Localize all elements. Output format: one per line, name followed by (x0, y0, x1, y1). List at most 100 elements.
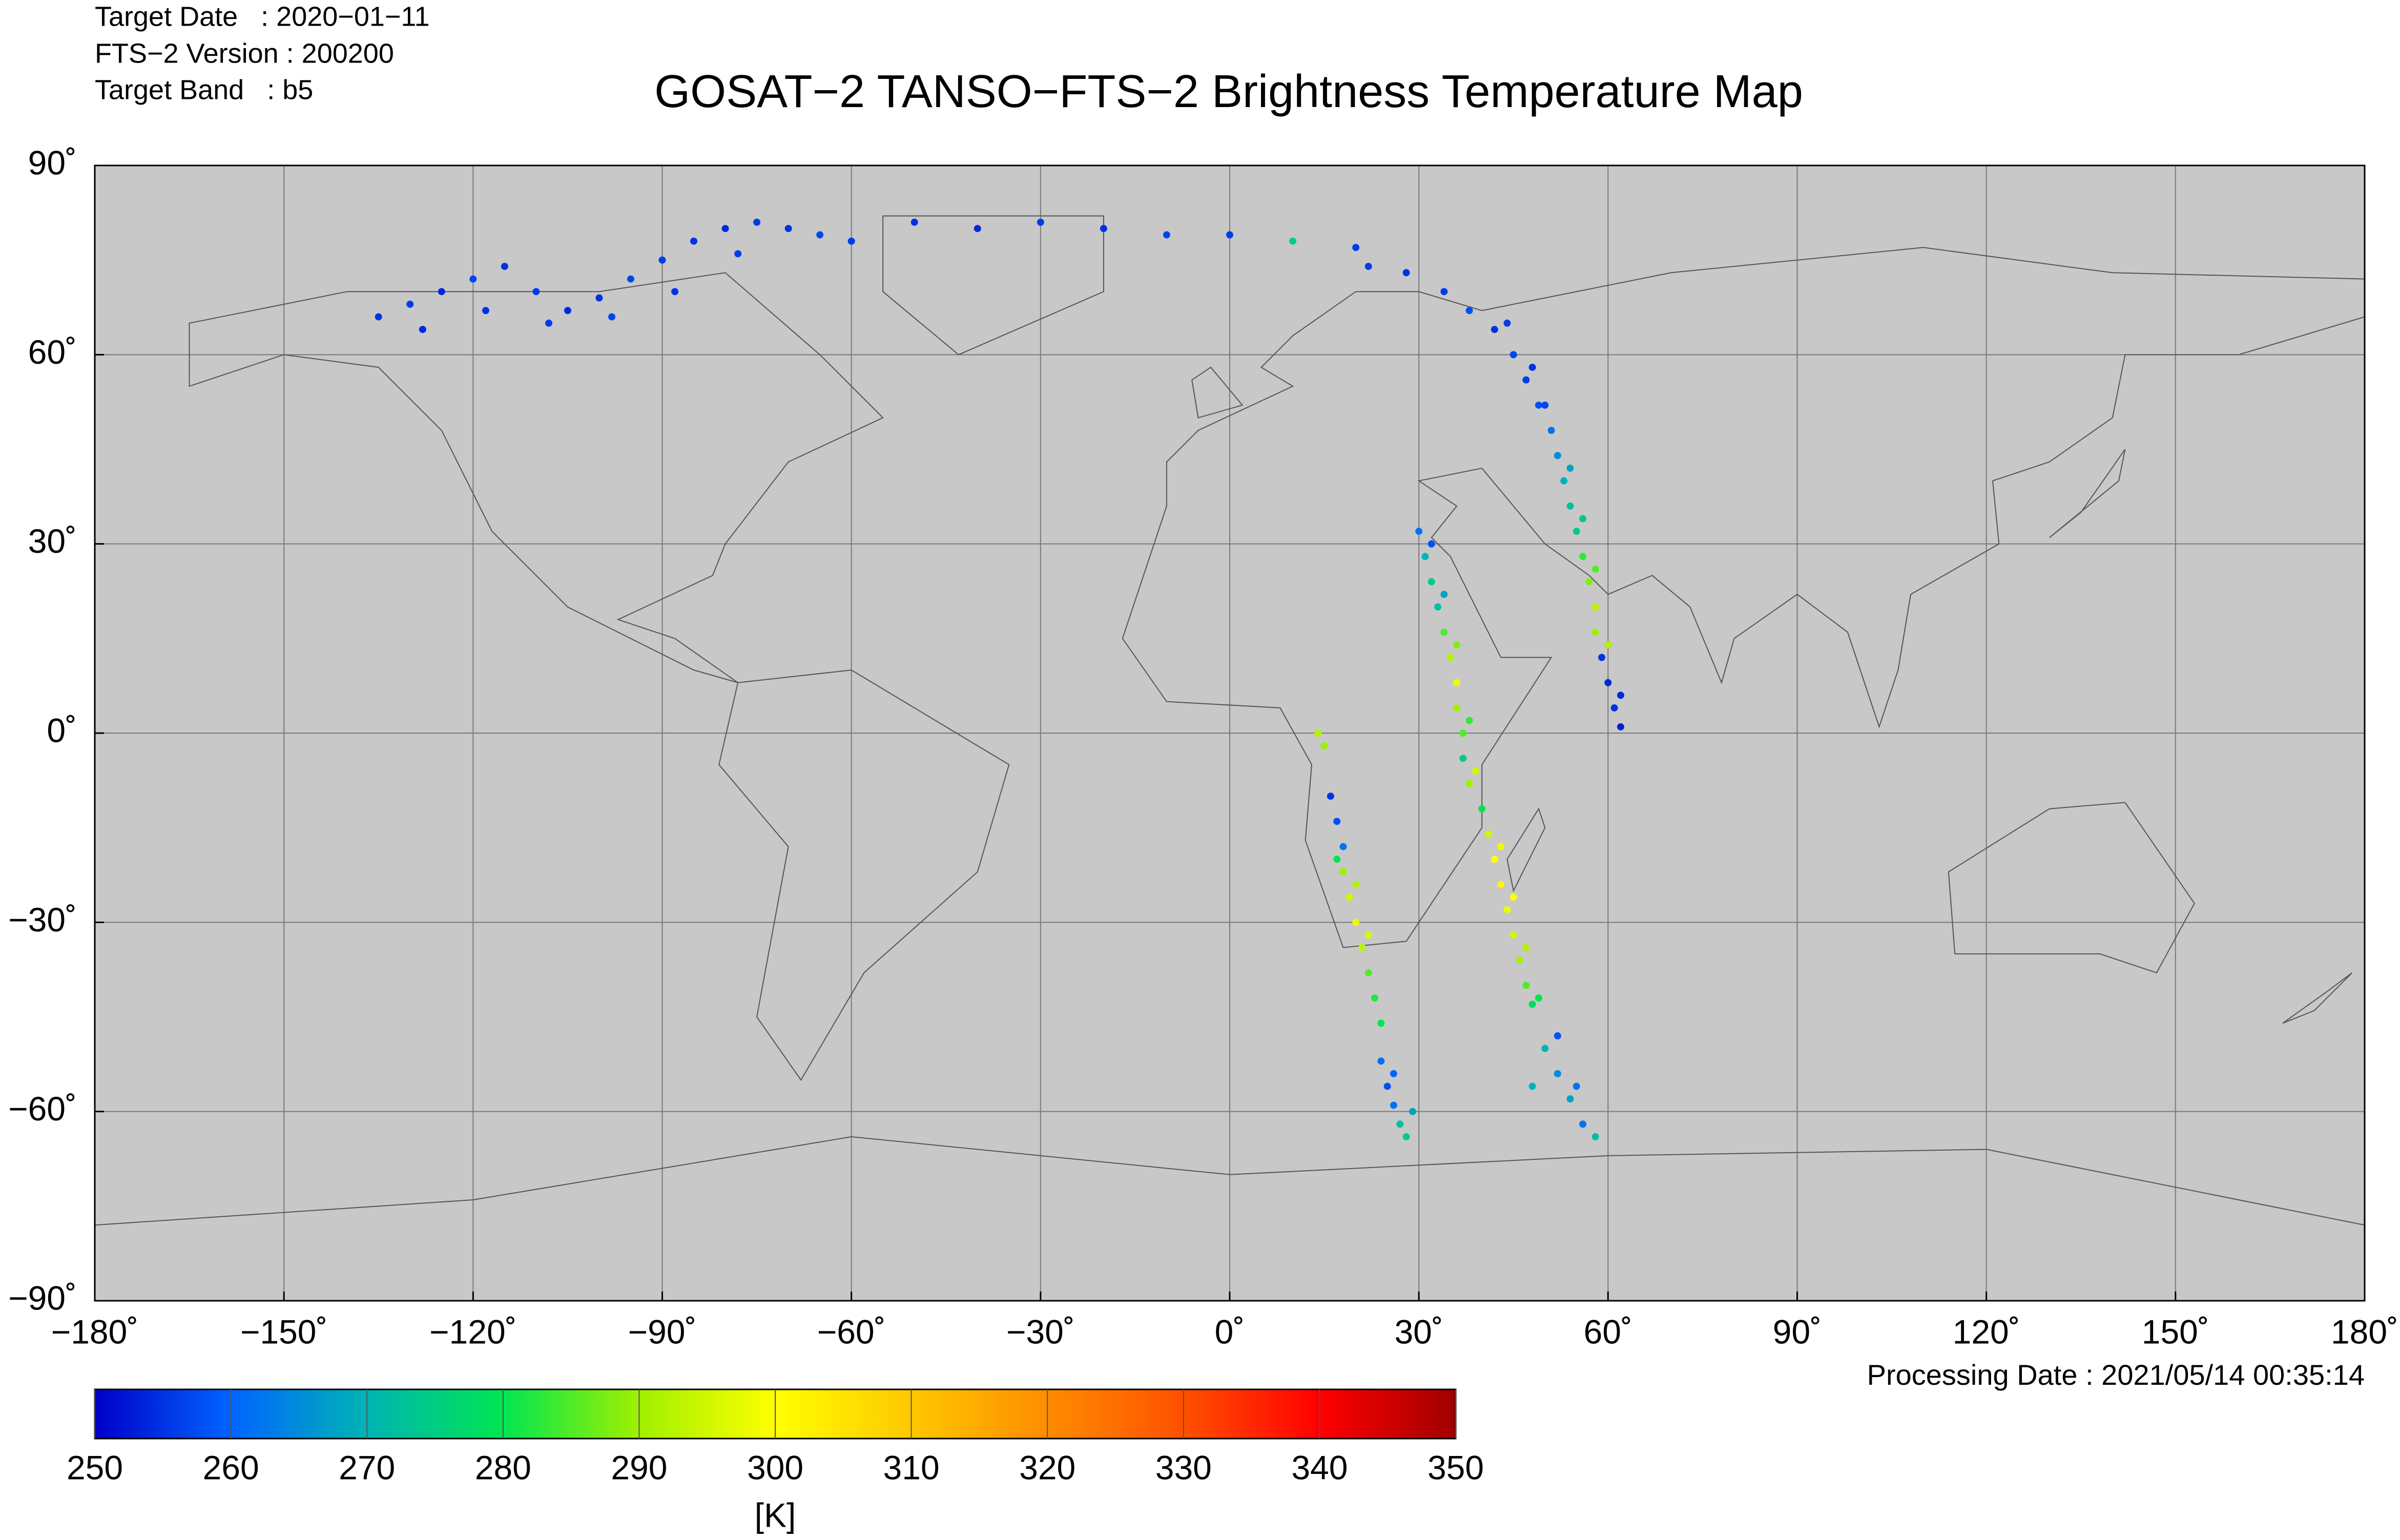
observation-point (501, 262, 508, 270)
observation-point (1503, 319, 1511, 327)
observation-point (1440, 591, 1448, 598)
coastline (95, 1137, 2365, 1225)
observation-point (532, 288, 540, 296)
chart-title: GOSAT−2 TANSO−FTS−2 Brightness Temperatu… (654, 66, 1803, 117)
observation-point (1421, 553, 1429, 560)
observation-point (1327, 793, 1334, 800)
observations (375, 218, 1624, 1140)
observation-point (1377, 1057, 1385, 1065)
observation-point (1541, 401, 1549, 409)
observation-point (564, 307, 571, 315)
colorbar-tick-label: 310 (883, 1448, 940, 1486)
observation-point (1509, 931, 1517, 939)
observation-point (1560, 477, 1568, 485)
observation-point (1364, 262, 1372, 270)
y-tick-label: −60˚ (8, 1090, 77, 1128)
observation-point (1528, 1083, 1536, 1090)
observation-point (1383, 1083, 1391, 1090)
info-line: Target Date : 2020−01−11 (95, 1, 429, 32)
x-tick-label: 180˚ (2331, 1313, 2398, 1350)
observation-point (1491, 856, 1498, 863)
x-tick-label: −150˚ (240, 1313, 328, 1350)
y-tick-label: −30˚ (8, 901, 77, 939)
observation-point (1566, 502, 1574, 510)
observation-point (1522, 944, 1530, 951)
coastline (1123, 247, 2365, 948)
observation-point (1478, 805, 1486, 813)
observation-point (1491, 326, 1498, 334)
observation-point (1528, 1001, 1536, 1008)
y-tick-label: −90˚ (8, 1279, 77, 1317)
observation-point (1402, 1133, 1410, 1140)
observation-point (1554, 1070, 1561, 1077)
observation-point (1503, 906, 1511, 913)
observation-point (627, 275, 634, 283)
observation-point (1390, 1101, 1397, 1109)
observation-point (1516, 956, 1524, 964)
observation-point (1427, 578, 1435, 586)
x-tick-label: 90˚ (1773, 1313, 1822, 1350)
observation-point (419, 326, 426, 334)
y-tick-label: 30˚ (28, 522, 77, 560)
observation-point (1364, 969, 1372, 976)
observation-point (1333, 818, 1341, 825)
coastlines (95, 216, 2365, 1225)
observation-point (1440, 288, 1448, 296)
observation-point (1617, 692, 1624, 699)
observation-point (734, 250, 742, 258)
x-tick-label: 120˚ (1953, 1313, 2020, 1350)
observation-point (595, 294, 603, 302)
observation-point (1566, 464, 1574, 472)
observation-point (1509, 351, 1517, 359)
coastline (190, 273, 883, 682)
observation-point (1566, 1095, 1574, 1103)
observation-point (1226, 231, 1233, 239)
observation-point (1472, 767, 1479, 775)
observation-point (721, 225, 729, 233)
coastline (883, 216, 1104, 355)
observation-point (1409, 1108, 1416, 1115)
colorbar-ticks: 250 260 270 280 290 300 310 320 330 340 350 (67, 1389, 1484, 1486)
observation-point (1339, 868, 1347, 876)
observation-point (1459, 730, 1467, 737)
colorbar-label: [K] (755, 1496, 796, 1534)
observation-point (1163, 231, 1170, 239)
coastline (719, 670, 1009, 1080)
x-tick-label: −180˚ (51, 1313, 139, 1350)
y-tick-label: 60˚ (28, 333, 77, 371)
observation-point (1364, 931, 1372, 939)
observation-point (1434, 603, 1442, 611)
observation-point (1617, 723, 1624, 731)
observation-point (1453, 641, 1460, 649)
observation-point (1591, 629, 1599, 636)
observation-point (1371, 994, 1379, 1002)
info-line: FTS−2 Version : 200200 (95, 38, 394, 69)
observation-point (1333, 856, 1341, 863)
x-tick-label: −60˚ (817, 1313, 886, 1350)
colorbar-tick-label: 270 (339, 1448, 395, 1486)
observation-point (1339, 843, 1347, 850)
observation-point (1459, 755, 1467, 762)
observation-point (1610, 704, 1618, 712)
x-tick-label: 0˚ (1215, 1313, 1245, 1350)
x-tick-label: −120˚ (429, 1313, 517, 1350)
observation-point (816, 231, 824, 239)
observation-point (1453, 679, 1460, 686)
observation-point (1554, 1032, 1561, 1039)
observation-point (671, 288, 679, 296)
observation-point (1352, 244, 1360, 252)
observation-point (1579, 1120, 1587, 1128)
observation-point (1522, 376, 1530, 384)
observation-point (658, 256, 666, 264)
observation-point (1598, 654, 1606, 661)
observation-point (1402, 269, 1410, 277)
observation-point (1396, 1120, 1404, 1128)
observation-point (1579, 553, 1587, 560)
observation-point (545, 319, 552, 327)
grid (95, 165, 2365, 1301)
observation-point (1573, 528, 1580, 535)
observation-point (1497, 881, 1505, 888)
x-tick-label: 60˚ (1584, 1313, 1632, 1350)
observation-point (1390, 1070, 1397, 1077)
observation-point (1314, 730, 1322, 737)
